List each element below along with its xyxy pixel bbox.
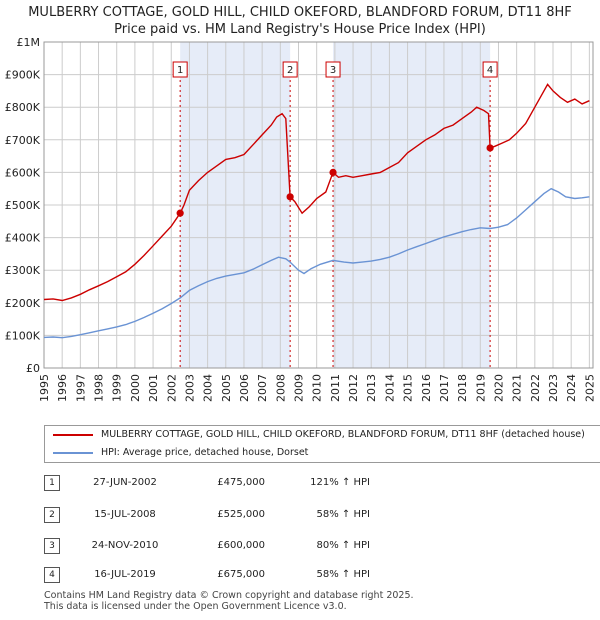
legend-item-property: MULBERRY COTTAGE, GOLD HILL, CHILD OKEFO…	[45, 426, 600, 444]
transaction-row: 2 15-JUL-2008 £525,000 58% ↑ HPI	[0, 507, 600, 525]
property-series-line	[43, 83, 590, 302]
transaction-hpi: 58% ↑ HPI	[316, 509, 370, 520]
x-tick-label: 2018	[456, 374, 469, 402]
y-tick-label: £100K	[5, 329, 41, 342]
sale-label: 3	[330, 65, 336, 76]
footer: Contains HM Land Registry data © Crown c…	[44, 590, 414, 612]
y-tick-label: £900K	[5, 69, 41, 82]
transaction-number: 3	[44, 538, 60, 554]
transaction-price: £475,000	[217, 477, 265, 488]
y-tick-label: £0	[26, 362, 40, 375]
sale-label: 1	[177, 65, 183, 76]
x-tick-label: 2021	[511, 374, 524, 402]
x-tick-label: 2015	[402, 374, 415, 402]
sale-point	[329, 168, 337, 176]
y-tick-label: £600K	[5, 166, 41, 179]
sale-label-box	[282, 61, 298, 78]
transaction-price: £675,000	[217, 569, 265, 580]
x-tick-label: 2000	[129, 374, 142, 402]
x-tick-label: 2013	[365, 374, 378, 402]
transaction-row: 1 27-JUN-2002 £475,000 121% ↑ HPI	[0, 475, 600, 493]
transaction-number: 4	[44, 567, 60, 583]
sale-point	[486, 144, 494, 152]
sale-label-box	[172, 61, 188, 78]
sale-label: 2	[287, 65, 293, 76]
transaction-row: 3 24-NOV-2010 £600,000 80% ↑ HPI	[0, 538, 600, 556]
x-tick-label: 2003	[183, 374, 196, 402]
y-tick-label: £1M	[17, 36, 41, 49]
price-chart: £0 £100K £200K £300K £400K £500K £600K £700K £80…	[5, 36, 597, 402]
x-tick-label: 2002	[165, 374, 178, 402]
x-tick-label: 2012	[347, 374, 360, 402]
y-tick-label: £400K	[5, 232, 41, 245]
y-tick-label: £700K	[5, 134, 41, 147]
plot-frame	[43, 41, 594, 369]
y-tick-label: £300K	[5, 264, 41, 277]
sale-label: 4	[487, 65, 493, 76]
x-tick-label: 2004	[202, 374, 215, 402]
transaction-date: 16-JUL-2019	[94, 569, 156, 580]
transaction-hpi: 121% ↑ HPI	[310, 477, 370, 488]
chart-subtitle: Price paid vs. HM Land Registry's House …	[114, 22, 486, 37]
x-tick-label: 2007	[256, 374, 269, 402]
y-tick-label: £200K	[5, 297, 41, 310]
transaction-number: 1	[44, 475, 60, 491]
x-tick-label: 2024	[565, 374, 578, 402]
hpi-series-line	[43, 187, 590, 339]
sale-point	[176, 209, 184, 217]
x-tick-label: 2025	[583, 374, 596, 402]
transaction-row: 4 16-JUL-2019 £675,000 58% ↑ HPI	[0, 567, 600, 585]
transaction-price: £525,000	[217, 509, 265, 520]
transaction-hpi: 58% ↑ HPI	[316, 569, 370, 580]
sale-label-box	[325, 61, 341, 78]
legend-swatch-property	[53, 434, 93, 436]
x-tick-label: 2009	[293, 374, 306, 402]
x-tick-label: 2022	[529, 374, 542, 402]
x-tick-label: 2005	[220, 374, 233, 402]
x-tick-label: 1996	[56, 374, 69, 402]
x-tick-label: 2023	[547, 374, 560, 402]
x-tick-label: 1998	[93, 374, 106, 402]
legend-label-property: MULBERRY COTTAGE, GOLD HILL, CHILD OKEFO…	[101, 429, 585, 440]
x-tick-label: 2019	[474, 374, 487, 402]
legend-label-hpi: HPI: Average price, detached house, Dors…	[101, 447, 309, 458]
transaction-date: 15-JUL-2008	[94, 509, 156, 520]
x-tick-label: 2020	[492, 374, 505, 402]
legend-swatch-hpi	[53, 452, 93, 454]
y-tick-label: £800K	[5, 101, 41, 114]
sale-point	[286, 193, 294, 201]
footer-licence: This data is licensed under the Open Gov…	[44, 601, 347, 612]
x-tick-label: 2017	[438, 374, 451, 402]
chart-title: MULBERRY COTTAGE, GOLD HILL, CHILD OKEFO…	[28, 5, 572, 20]
transaction-number: 2	[44, 507, 60, 523]
x-tick-label: 2011	[329, 374, 342, 402]
sale-label-box	[482, 61, 498, 78]
x-tick-label: 2006	[238, 374, 251, 402]
transaction-hpi: 80% ↑ HPI	[316, 540, 370, 551]
legend: MULBERRY COTTAGE, GOLD HILL, CHILD OKEFO…	[44, 425, 600, 463]
transaction-date: 27-JUN-2002	[93, 477, 157, 488]
transaction-price: £600,000	[217, 540, 265, 551]
x-tick-label: 1997	[74, 374, 87, 402]
x-tick-label: 2010	[311, 374, 324, 402]
x-tick-label: 2014	[383, 374, 396, 402]
x-tick-label: 2008	[274, 374, 287, 402]
x-tick-label: 1999	[111, 374, 124, 402]
x-tick-label: 2001	[147, 374, 160, 402]
y-tick-label: £500K	[5, 199, 41, 212]
x-tick-label: 1995	[38, 374, 51, 402]
footer-copyright: Contains HM Land Registry data © Crown c…	[44, 590, 414, 601]
transaction-date: 24-NOV-2010	[91, 540, 159, 551]
x-tick-label: 2016	[420, 374, 433, 402]
legend-item-hpi: HPI: Average price, detached house, Dors…	[45, 444, 600, 462]
